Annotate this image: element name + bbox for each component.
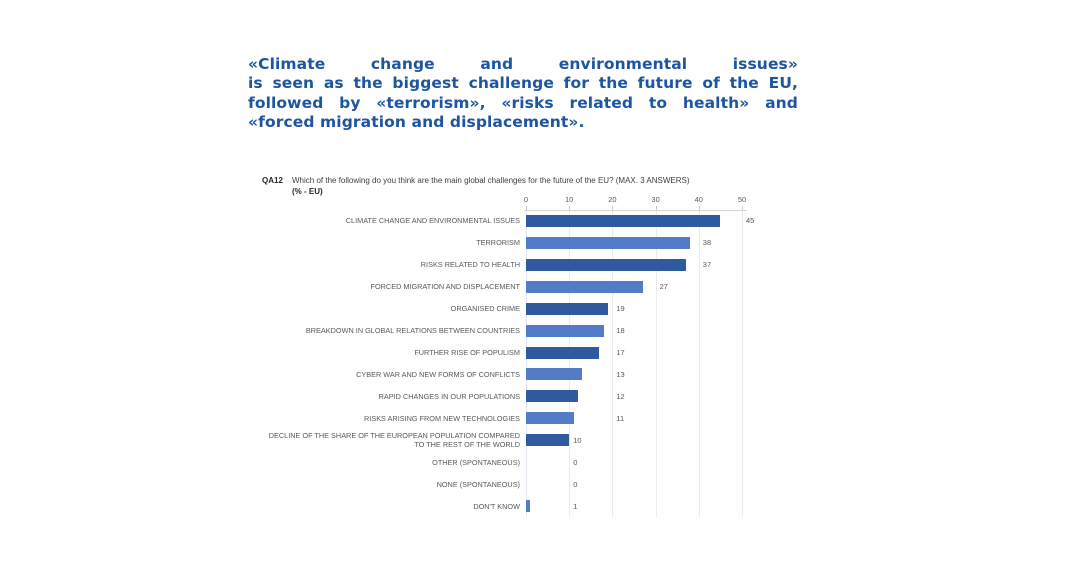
bar <box>526 214 721 227</box>
bar <box>526 280 643 293</box>
bar-value-label: 18 <box>616 326 625 336</box>
category-label: CYBER WAR AND NEW FORMS OF CONFLICTS <box>356 369 520 379</box>
bar <box>526 434 570 447</box>
headline-line: «forced migration and displacement». <box>248 113 585 132</box>
category-label: TERRORISM <box>476 238 520 248</box>
axis-tick <box>526 206 527 210</box>
headline-line: followed by «terrorism», «risks related … <box>248 93 798 112</box>
chart-subtitle: (% - EU) <box>292 187 323 196</box>
bar-value-label: 0 <box>573 479 578 489</box>
bar-value-label: 45 <box>746 216 755 226</box>
bar-value-label: 12 <box>616 391 625 401</box>
axis-tick-label: 30 <box>651 195 660 204</box>
bar-value-label: 37 <box>702 260 712 270</box>
bar <box>526 346 600 359</box>
gridline <box>698 210 700 517</box>
axis-tick <box>698 206 700 210</box>
category-label: FURTHER RISE OF POPULISM <box>414 348 520 358</box>
headline: «Climate change and environmental issues… <box>248 55 798 133</box>
category-label: NONE (SPONTANEOUS) <box>436 479 520 489</box>
axis-tick <box>569 206 571 210</box>
bar-value-label: 13 <box>616 369 625 379</box>
bar <box>526 324 604 337</box>
bar <box>526 412 574 425</box>
axis-tick <box>742 206 743 210</box>
bar-value-label: 27 <box>659 282 668 292</box>
axis-tick-label: 40 <box>694 195 703 204</box>
bar-value-label: 10 <box>573 435 582 445</box>
bar-value-label: 11 <box>616 413 625 423</box>
category-label: DECLINE OF THE SHARE OF THE EUROPEAN POP… <box>268 431 520 450</box>
category-label: OTHER (SPONTANEOUS) <box>432 457 520 467</box>
axis-tick-label: 10 <box>565 195 574 204</box>
bar-value-label: 19 <box>616 304 625 314</box>
category-label: FORCED MIGRATION AND DISPLACEMENT <box>370 282 520 292</box>
bar <box>526 236 691 249</box>
gridline <box>655 210 657 517</box>
axis-line <box>524 210 747 211</box>
category-label: ORGANISED CRIME <box>450 304 520 314</box>
category-label: BREAKDOWN IN GLOBAL RELATIONS BETWEEN CO… <box>305 326 520 336</box>
category-label: RISKS RELATED TO HEALTH <box>420 260 520 270</box>
axis-tick <box>612 206 614 210</box>
gridline <box>526 210 527 517</box>
question-text: Which of the following do you think are … <box>292 176 690 185</box>
axis-tick <box>655 206 657 210</box>
axis-tick-label: 20 <box>608 195 617 204</box>
bar <box>526 500 531 513</box>
bar <box>526 302 609 315</box>
axis-tick-label: 50 <box>737 195 747 204</box>
bar-value-label: 0 <box>573 457 578 467</box>
bar <box>526 390 578 403</box>
bar <box>526 258 686 271</box>
category-label: RAPID CHANGES IN OUR POPULATIONS <box>378 391 520 401</box>
category-label: RISKS ARISING FROM NEW TECHNOLOGIES <box>364 413 520 423</box>
category-label: CLIMATE CHANGE AND ENVIRONMENTAL ISSUES <box>345 216 520 226</box>
headline-line: «Climate change and environmental issues… <box>248 55 798 73</box>
question-code: QA12 <box>262 176 283 185</box>
axis-tick-label: 0 <box>523 195 529 204</box>
headline-line: is seen as the biggest challenge for the… <box>248 74 798 93</box>
category-label: DON'T KNOW <box>473 501 520 511</box>
gridline <box>612 210 614 517</box>
bar-value-label: 38 <box>702 238 712 248</box>
bar-value-label: 1 <box>573 501 578 511</box>
bar-value-label: 17 <box>616 348 625 358</box>
bar <box>526 368 583 381</box>
gridline <box>569 210 571 517</box>
gridline <box>742 210 743 517</box>
